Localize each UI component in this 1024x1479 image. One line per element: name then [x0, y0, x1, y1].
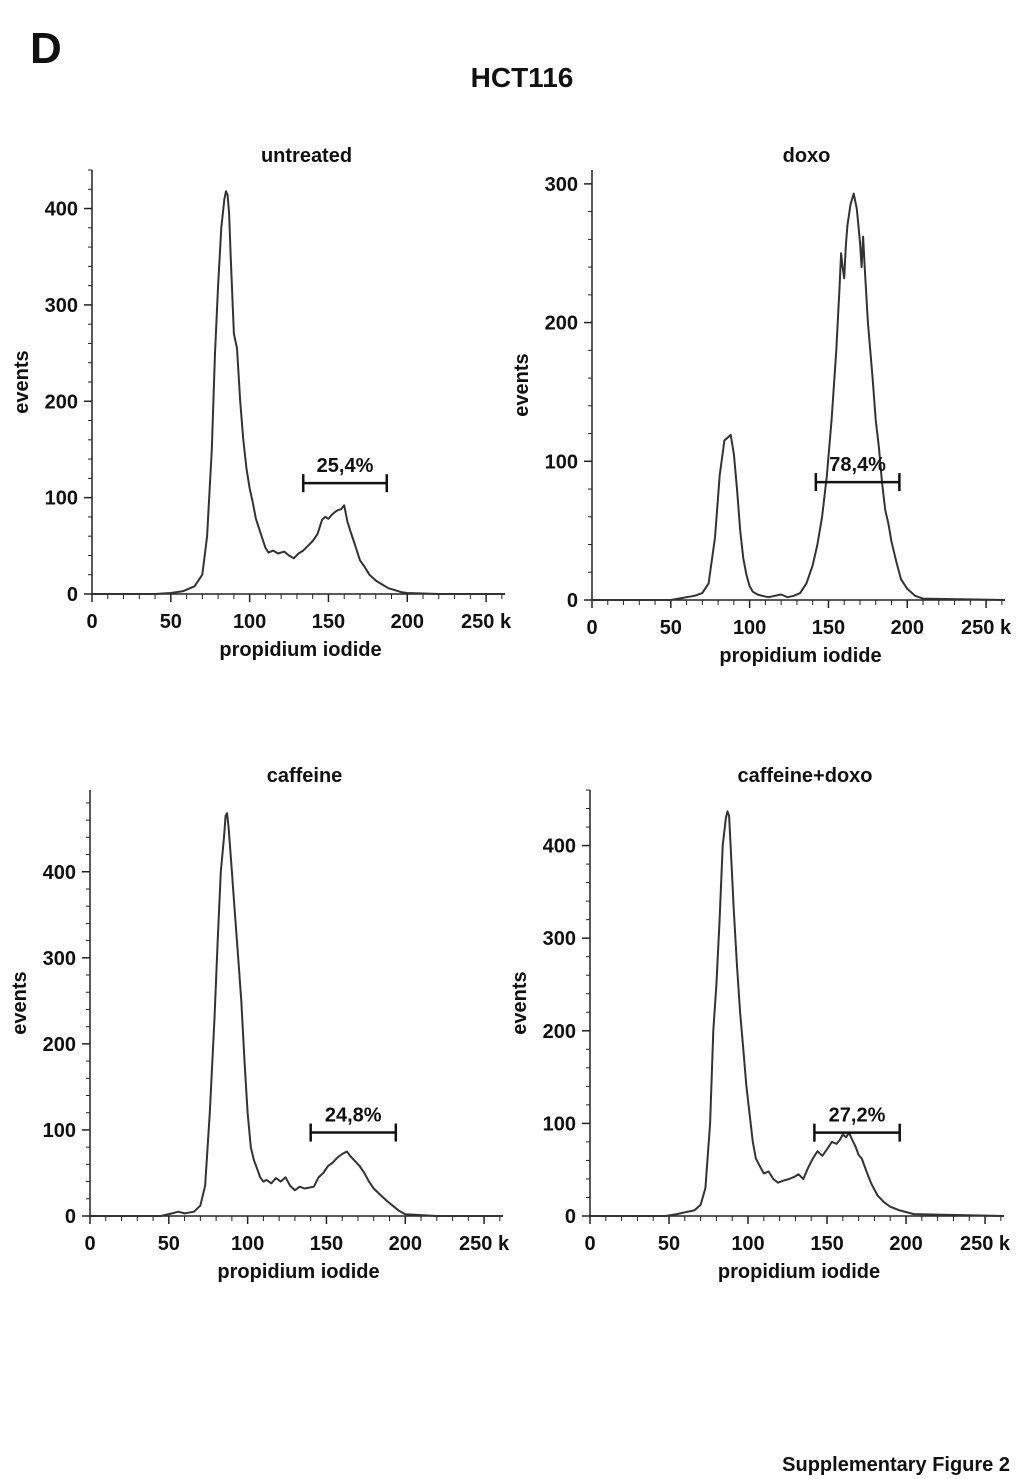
chart-caffeine-doxo: caffeine+doxo 0 50 100 150 200 250 k 0 100 200 300… — [509, 765, 1011, 1283]
x-tick-label: 50 — [160, 611, 182, 633]
gate-percent-label: 27,2% — [829, 1105, 886, 1127]
chart-title: doxo — [783, 145, 831, 167]
y-axis-label: events — [511, 353, 533, 416]
footer-caption: Supplementary Figure 2 — [782, 1454, 1010, 1476]
panel-letter: D — [30, 24, 62, 73]
y-tick-label: 200 — [45, 391, 78, 413]
histogram-line — [590, 810, 1005, 1217]
y-tick-label: 0 — [67, 584, 78, 606]
y-tick-label: 200 — [543, 1021, 576, 1043]
x-tick-label: 200 — [389, 1233, 422, 1255]
chart-title: untreated — [261, 145, 352, 167]
y-tick-label: 400 — [43, 862, 76, 884]
chart-untreated: untreated 0 50 100 150 200 250 k 0 100 200 300 400 p… — [11, 145, 512, 661]
chart-caffeine: caffeine 0 50 100 150 200 250 k 0 100 200 300 400 pr… — [9, 765, 510, 1283]
x-tick-label: 250 k — [961, 617, 1012, 639]
figure-title: HCT116 — [470, 62, 574, 93]
y-tick-label: 300 — [545, 174, 578, 196]
x-tick-label: 100 — [233, 611, 266, 633]
y-axis-label: events — [9, 971, 31, 1034]
x-tick-label: 50 — [660, 617, 682, 639]
y-tick-label: 100 — [45, 488, 78, 510]
x-axis-label: propidium iodide — [719, 645, 881, 667]
x-axis-label: propidium iodide — [217, 1261, 379, 1283]
histogram-line — [90, 812, 503, 1217]
chart-doxo: doxo 0 50 100 150 200 250 k 0 100 200 300 propidium… — [511, 145, 1012, 667]
gate-percent-label: 24,8% — [325, 1105, 382, 1127]
gate-percent-label: 78,4% — [829, 454, 886, 476]
chart-title: caffeine — [267, 765, 343, 787]
histogram-line — [592, 192, 1006, 601]
y-tick-label: 100 — [43, 1120, 76, 1142]
histogram-line — [92, 190, 505, 595]
x-tick-label: 150 — [812, 617, 845, 639]
y-axis-label: events — [11, 350, 33, 413]
gate-percent-label: 25,4% — [317, 455, 374, 477]
x-tick-label: 250 k — [960, 1233, 1011, 1255]
x-tick-label: 200 — [391, 611, 424, 633]
y-tick-label: 300 — [543, 928, 576, 950]
x-tick-label: 0 — [86, 611, 97, 633]
y-tick-label: 200 — [43, 1034, 76, 1056]
y-tick-label: 0 — [567, 590, 578, 612]
x-tick-label: 250 k — [461, 611, 512, 633]
y-tick-label: 400 — [543, 836, 576, 858]
x-tick-label: 0 — [84, 1233, 95, 1255]
chart-title: caffeine+doxo — [737, 765, 872, 787]
y-tick-label: 0 — [565, 1206, 576, 1228]
x-tick-label: 50 — [158, 1233, 180, 1255]
x-tick-label: 200 — [891, 617, 924, 639]
x-axis-label: propidium iodide — [718, 1261, 880, 1283]
x-tick-label: 200 — [889, 1233, 922, 1255]
x-tick-label: 100 — [231, 1233, 264, 1255]
x-tick-label: 100 — [731, 1233, 764, 1255]
x-tick-label: 100 — [733, 617, 766, 639]
x-axis-label: propidium iodide — [219, 639, 381, 661]
x-tick-label: 50 — [658, 1233, 680, 1255]
y-axis-label: events — [509, 971, 531, 1034]
y-tick-label: 300 — [45, 295, 78, 317]
x-tick-label: 150 — [312, 611, 345, 633]
x-tick-label: 150 — [310, 1233, 343, 1255]
y-tick-label: 100 — [543, 1113, 576, 1135]
y-tick-label: 400 — [45, 199, 78, 221]
x-tick-label: 0 — [586, 617, 597, 639]
x-tick-label: 0 — [584, 1233, 595, 1255]
y-tick-label: 100 — [545, 451, 578, 473]
x-tick-label: 150 — [810, 1233, 843, 1255]
x-tick-label: 250 k — [459, 1233, 510, 1255]
y-tick-label: 300 — [43, 948, 76, 970]
y-tick-label: 200 — [545, 313, 578, 335]
y-tick-label: 0 — [65, 1206, 76, 1228]
